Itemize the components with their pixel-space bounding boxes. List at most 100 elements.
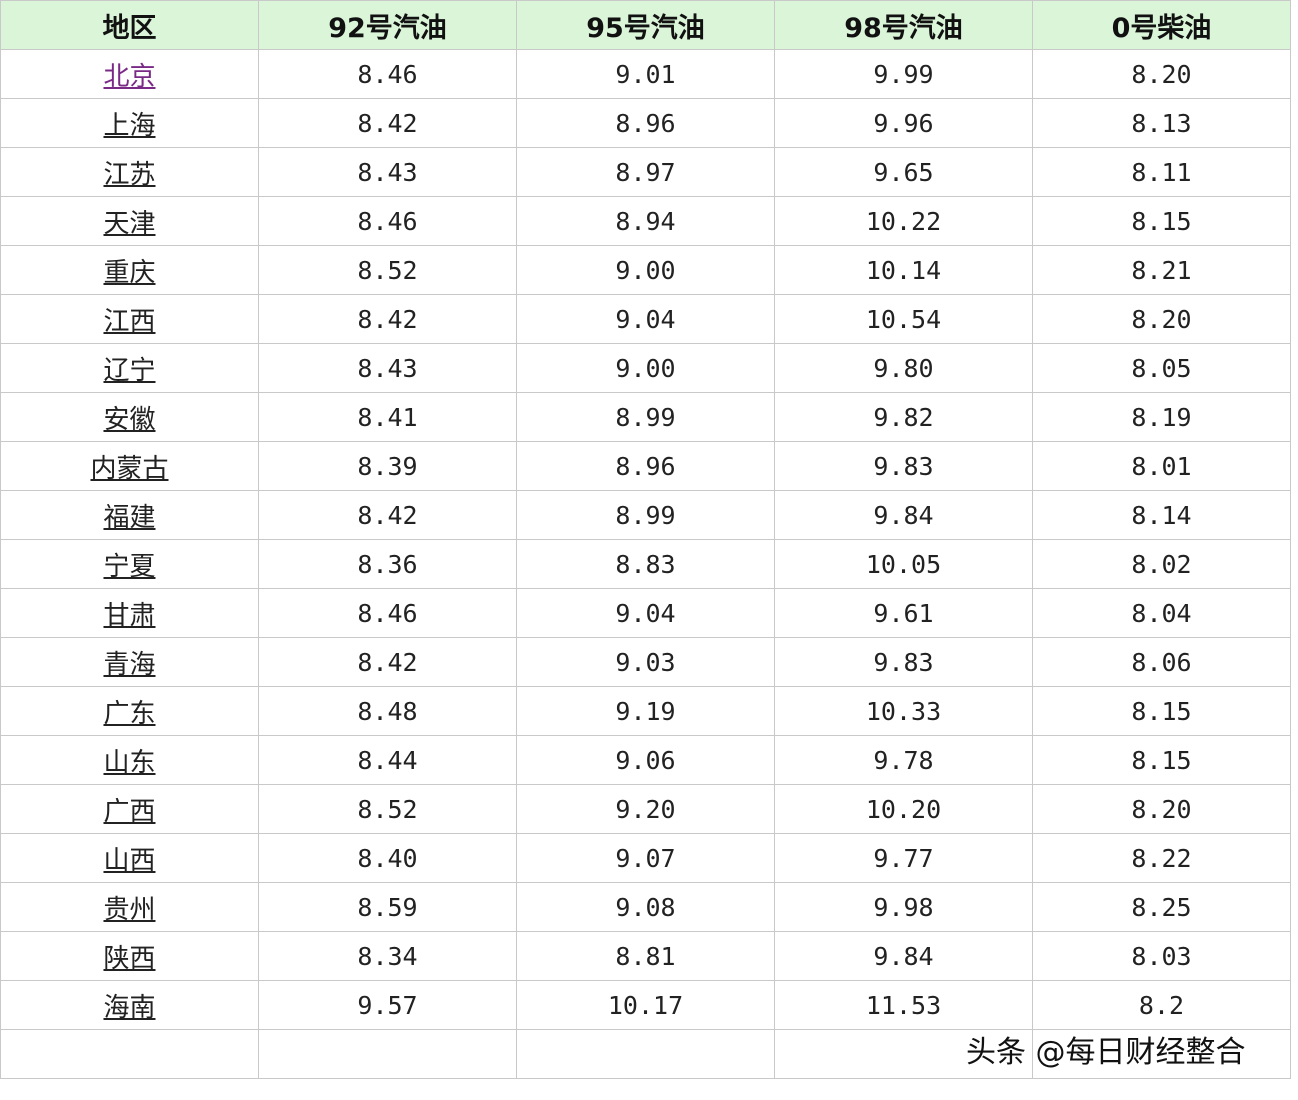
price-cell: 9.00 [516, 245, 775, 295]
region-link[interactable]: 广东 [103, 698, 156, 729]
region-link[interactable]: 北京 [103, 61, 156, 92]
price-cell: 8.20 [1032, 294, 1291, 344]
region-link[interactable]: 江苏 [103, 159, 156, 190]
table-row: 江西 8.42 9.04 10.54 8.20 [0, 294, 1291, 344]
region-link[interactable]: 福建 [103, 502, 156, 533]
region-link[interactable]: 广西 [103, 796, 156, 827]
price-cell: 8.96 [516, 441, 775, 491]
column-header: 0号柴油 [1032, 0, 1291, 50]
region-link[interactable]: 安徽 [103, 404, 156, 435]
region-cell: 江苏 [0, 147, 259, 197]
region-cell: 内蒙古 [0, 441, 259, 491]
price-cell: 8.34 [258, 931, 517, 981]
region-link[interactable]: 江西 [103, 306, 156, 337]
price-cell: 8.11 [1032, 147, 1291, 197]
table-row: 广西 8.52 9.20 10.20 8.20 [0, 784, 1291, 834]
table-row: 北京 8.46 9.01 9.99 8.20 [0, 49, 1291, 99]
region-link[interactable]: 甘肃 [103, 600, 156, 631]
price-cell: 9.83 [774, 441, 1033, 491]
table-row: 重庆 8.52 9.00 10.14 8.21 [0, 245, 1291, 295]
price-cell: 8.15 [1032, 196, 1291, 246]
region-link[interactable]: 山东 [103, 747, 156, 778]
table-row: 安徽 8.41 8.99 9.82 8.19 [0, 392, 1291, 442]
region-cell: 重庆 [0, 245, 259, 295]
region-cell: 江西 [0, 294, 259, 344]
header-row: 地区 92号汽油 95号汽油 98号汽油 0号柴油 [0, 0, 1291, 50]
table-row: 广东 8.48 9.19 10.33 8.15 [0, 686, 1291, 736]
region-link[interactable]: 陕西 [103, 943, 156, 974]
price-cell: 9.80 [774, 343, 1033, 393]
region-link[interactable]: 山西 [103, 845, 156, 876]
table-row: 福建 8.42 8.99 9.84 8.14 [0, 490, 1291, 540]
region-link[interactable]: 重庆 [103, 257, 156, 288]
table-row: 辽宁 8.43 9.00 9.80 8.05 [0, 343, 1291, 393]
price-cell: 9.61 [774, 588, 1033, 638]
region-cell: 青海 [0, 637, 259, 687]
empty-cell [258, 1029, 517, 1079]
price-cell: 8.43 [258, 147, 517, 197]
price-cell: 9.65 [774, 147, 1033, 197]
region-cell: 山东 [0, 735, 259, 785]
price-cell: 9.00 [516, 343, 775, 393]
region-cell: 天津 [0, 196, 259, 246]
table-row: 甘肃 8.46 9.04 9.61 8.04 [0, 588, 1291, 638]
price-cell: 10.20 [774, 784, 1033, 834]
region-link[interactable]: 内蒙古 [90, 453, 169, 484]
price-cell: 10.14 [774, 245, 1033, 295]
price-cell: 9.04 [516, 588, 775, 638]
price-cell: 8.97 [516, 147, 775, 197]
price-cell: 8.99 [516, 392, 775, 442]
table-row: 宁夏 8.36 8.83 10.05 8.02 [0, 539, 1291, 589]
column-header: 95号汽油 [516, 0, 775, 50]
price-cell: 8.43 [258, 343, 517, 393]
price-cell: 8.41 [258, 392, 517, 442]
price-cell: 9.03 [516, 637, 775, 687]
column-header: 地区 [0, 0, 259, 50]
price-cell: 9.01 [516, 49, 775, 99]
table-row: 海南 9.57 10.17 11.53 8.2 [0, 980, 1291, 1030]
price-cell: 9.83 [774, 637, 1033, 687]
region-cell: 辽宁 [0, 343, 259, 393]
price-cell: 8.03 [1032, 931, 1291, 981]
price-cell: 8.2 [1032, 980, 1291, 1030]
price-cell: 8.15 [1032, 686, 1291, 736]
region-cell: 贵州 [0, 882, 259, 932]
price-cell: 8.99 [516, 490, 775, 540]
price-cell: 8.52 [258, 784, 517, 834]
table-row: 天津 8.46 8.94 10.22 8.15 [0, 196, 1291, 246]
price-cell: 8.20 [1032, 784, 1291, 834]
price-cell: 8.59 [258, 882, 517, 932]
region-link[interactable]: 天津 [103, 208, 156, 239]
price-cell: 9.82 [774, 392, 1033, 442]
price-cell: 8.83 [516, 539, 775, 589]
region-link[interactable]: 辽宁 [103, 355, 156, 386]
region-link[interactable]: 上海 [103, 110, 156, 141]
region-cell: 陕西 [0, 931, 259, 981]
region-cell: 宁夏 [0, 539, 259, 589]
price-cell: 10.33 [774, 686, 1033, 736]
region-link[interactable]: 宁夏 [103, 551, 156, 582]
region-link[interactable]: 贵州 [103, 894, 156, 925]
price-cell: 8.14 [1032, 490, 1291, 540]
price-cell: 9.99 [774, 49, 1033, 99]
region-link[interactable]: 青海 [103, 649, 156, 680]
region-cell: 广西 [0, 784, 259, 834]
region-cell: 山西 [0, 833, 259, 883]
price-cell: 8.42 [258, 637, 517, 687]
region-link[interactable]: 海南 [103, 992, 156, 1023]
price-cell: 8.52 [258, 245, 517, 295]
price-cell: 8.42 [258, 294, 517, 344]
price-cell: 9.06 [516, 735, 775, 785]
price-cell: 8.06 [1032, 637, 1291, 687]
price-cell: 9.20 [516, 784, 775, 834]
region-cell: 甘肃 [0, 588, 259, 638]
fuel-price-table: 地区 92号汽油 95号汽油 98号汽油 0号柴油 北京 8.46 9.01 9.99 8.20… [0, 0, 1291, 1079]
empty-cell [0, 1029, 259, 1079]
price-cell: 9.04 [516, 294, 775, 344]
price-cell: 9.57 [258, 980, 517, 1030]
price-cell: 9.77 [774, 833, 1033, 883]
price-cell: 9.84 [774, 490, 1033, 540]
price-cell: 9.19 [516, 686, 775, 736]
price-cell: 8.96 [516, 98, 775, 148]
price-cell: 8.94 [516, 196, 775, 246]
